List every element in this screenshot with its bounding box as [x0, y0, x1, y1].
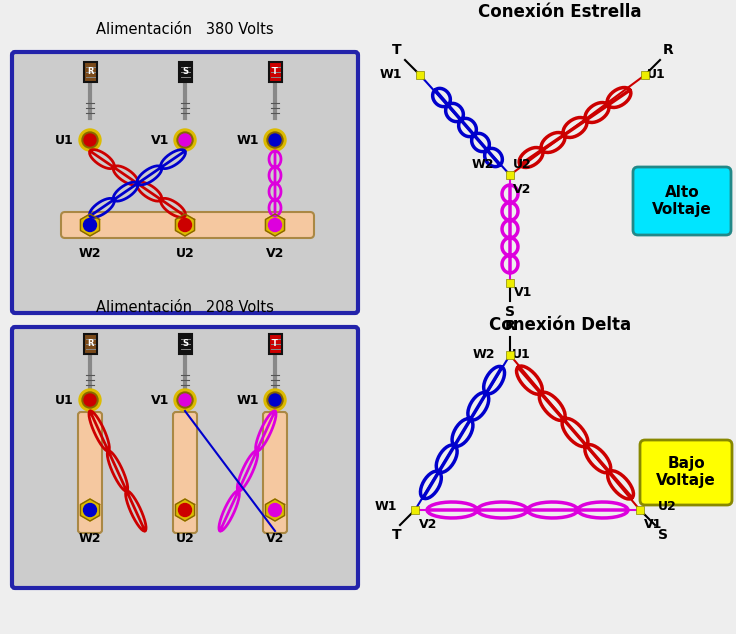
- Text: Bajo
Voltaje: Bajo Voltaje: [656, 456, 716, 488]
- Text: S: S: [505, 305, 515, 319]
- Circle shape: [79, 389, 101, 411]
- Text: V2: V2: [266, 532, 284, 545]
- Text: W1: W1: [236, 134, 259, 146]
- Text: V1: V1: [151, 134, 169, 146]
- Circle shape: [83, 503, 96, 517]
- Circle shape: [82, 132, 98, 148]
- Bar: [506, 351, 514, 359]
- Text: W2: W2: [473, 349, 495, 361]
- Circle shape: [264, 129, 286, 151]
- Text: R: R: [87, 67, 93, 77]
- Circle shape: [84, 134, 96, 146]
- Bar: [416, 71, 424, 79]
- Text: V1: V1: [151, 394, 169, 406]
- Text: Alimentación   208 Volts: Alimentación 208 Volts: [96, 301, 274, 316]
- Text: S: S: [658, 528, 668, 542]
- FancyBboxPatch shape: [263, 412, 287, 533]
- FancyBboxPatch shape: [633, 167, 731, 235]
- Text: Conexión Estrella: Conexión Estrella: [478, 3, 642, 21]
- Bar: [641, 71, 649, 79]
- FancyBboxPatch shape: [83, 62, 96, 82]
- Circle shape: [179, 134, 191, 146]
- Text: S: S: [182, 339, 188, 349]
- Text: U2: U2: [176, 247, 194, 260]
- Text: V1: V1: [514, 286, 532, 299]
- Polygon shape: [80, 499, 99, 521]
- FancyBboxPatch shape: [269, 334, 281, 354]
- FancyBboxPatch shape: [61, 212, 314, 238]
- Text: Alto
Voltaje: Alto Voltaje: [652, 184, 712, 217]
- FancyBboxPatch shape: [179, 334, 191, 354]
- Text: S: S: [182, 67, 188, 77]
- Text: W2: W2: [79, 532, 102, 545]
- Circle shape: [174, 129, 196, 151]
- FancyBboxPatch shape: [179, 62, 191, 82]
- Text: T: T: [272, 339, 278, 349]
- Text: U2: U2: [176, 532, 194, 545]
- Bar: [411, 506, 419, 514]
- Text: T: T: [272, 67, 278, 77]
- Text: U2: U2: [658, 500, 676, 512]
- Text: W2: W2: [472, 158, 494, 171]
- Text: R: R: [87, 339, 93, 349]
- Text: W1: W1: [236, 394, 259, 406]
- Circle shape: [179, 219, 191, 231]
- Bar: [636, 506, 644, 514]
- Text: W1: W1: [380, 68, 402, 82]
- Text: W2: W2: [79, 247, 102, 260]
- Text: V1: V1: [644, 518, 662, 531]
- Polygon shape: [266, 214, 285, 236]
- Text: V2: V2: [266, 247, 284, 260]
- FancyBboxPatch shape: [640, 440, 732, 505]
- Bar: [506, 279, 514, 287]
- Circle shape: [179, 503, 191, 517]
- Text: Conexión Delta: Conexión Delta: [489, 316, 631, 334]
- Text: T: T: [392, 43, 402, 57]
- Text: R: R: [505, 319, 515, 333]
- Circle shape: [83, 219, 96, 231]
- Circle shape: [84, 394, 96, 406]
- Text: V2: V2: [419, 518, 437, 531]
- Text: U1: U1: [512, 349, 531, 361]
- Text: Alimentación   380 Volts: Alimentación 380 Volts: [96, 22, 274, 37]
- Circle shape: [267, 392, 283, 408]
- Circle shape: [177, 132, 193, 148]
- Circle shape: [174, 389, 196, 411]
- Polygon shape: [175, 214, 194, 236]
- FancyBboxPatch shape: [173, 412, 197, 533]
- Circle shape: [177, 392, 193, 408]
- Text: U1: U1: [55, 134, 74, 146]
- Text: U1: U1: [55, 394, 74, 406]
- FancyBboxPatch shape: [83, 334, 96, 354]
- Circle shape: [179, 394, 191, 406]
- Circle shape: [269, 503, 281, 517]
- Text: R: R: [663, 43, 673, 57]
- Text: V2: V2: [513, 183, 531, 196]
- FancyBboxPatch shape: [269, 62, 281, 82]
- Circle shape: [269, 394, 281, 406]
- Circle shape: [269, 134, 281, 146]
- Circle shape: [82, 392, 98, 408]
- Bar: [506, 171, 514, 179]
- Circle shape: [269, 219, 281, 231]
- FancyBboxPatch shape: [12, 327, 358, 588]
- Polygon shape: [80, 214, 99, 236]
- Circle shape: [79, 129, 101, 151]
- FancyBboxPatch shape: [12, 52, 358, 313]
- Circle shape: [264, 389, 286, 411]
- Circle shape: [267, 132, 283, 148]
- Polygon shape: [175, 499, 194, 521]
- Text: U2: U2: [513, 158, 531, 171]
- Text: T: T: [392, 528, 401, 542]
- Text: U1: U1: [647, 68, 666, 82]
- Polygon shape: [266, 499, 285, 521]
- Text: W1: W1: [375, 500, 397, 512]
- FancyBboxPatch shape: [78, 412, 102, 533]
